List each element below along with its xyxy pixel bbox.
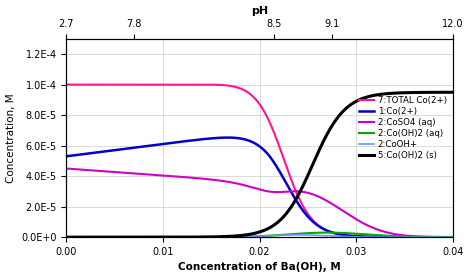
2:CoSO4 (aq): [438, 235, 444, 239]
2:CoSO4 (aq): [229, 181, 234, 184]
2:Co(OH)2 (aq): [438, 235, 444, 239]
1:Co(2+): [344, 234, 350, 237]
7:TOTAL Co(2+): [198, 83, 204, 86]
5:Co(OH)2 (s): [344, 106, 350, 109]
2:CoSO4 (aq): [226, 180, 232, 183]
1:Co(2+): [226, 136, 232, 139]
Y-axis label: Concentration, M: Concentration, M: [6, 93, 15, 183]
5:Co(OH)2 (s): [63, 235, 69, 239]
X-axis label: pH: pH: [251, 6, 268, 16]
2:Co(OH)2 (aq): [226, 235, 232, 239]
2:Co(OH)2 (aq): [63, 235, 69, 239]
Line: 7:TOTAL Co(2+): 7:TOTAL Co(2+): [66, 85, 453, 237]
7:TOTAL Co(2+): [247, 92, 253, 96]
Legend: 7:TOTAL Co(2+), 1:Co(2+), 2:CoSO4 (aq), 2:Co(OH)2 (aq), 2:CoOH+, 5:Co(OH)2 (s): 7:TOTAL Co(2+), 1:Co(2+), 2:CoSO4 (aq), …: [357, 94, 448, 162]
1:Co(2+): [229, 136, 234, 139]
5:Co(OH)2 (s): [226, 235, 232, 238]
1:Co(2+): [63, 155, 69, 158]
2:CoSO4 (aq): [63, 167, 69, 170]
2:CoOH+: [419, 235, 424, 239]
7:TOTAL Co(2+): [438, 235, 444, 239]
Line: 1:Co(2+): 1:Co(2+): [66, 138, 453, 237]
2:CoSO4 (aq): [247, 185, 253, 188]
2:Co(OH)2 (aq): [344, 232, 350, 235]
2:CoOH+: [344, 235, 350, 238]
7:TOTAL Co(2+): [63, 83, 69, 86]
2:CoOH+: [247, 235, 253, 238]
2:CoSO4 (aq): [344, 212, 350, 215]
2:CoOH+: [63, 235, 69, 239]
2:Co(OH)2 (aq): [450, 235, 455, 239]
7:TOTAL Co(2+): [229, 85, 234, 88]
2:CoOH+: [295, 233, 301, 237]
5:Co(OH)2 (s): [247, 233, 253, 236]
5:Co(OH)2 (s): [438, 91, 444, 94]
1:Co(2+): [438, 235, 444, 239]
5:Co(OH)2 (s): [229, 235, 234, 238]
7:TOTAL Co(2+): [226, 84, 232, 87]
Line: 2:CoOH+: 2:CoOH+: [66, 235, 453, 237]
5:Co(OH)2 (s): [419, 91, 424, 94]
7:TOTAL Co(2+): [344, 234, 350, 237]
7:TOTAL Co(2+): [450, 235, 455, 239]
1:Co(2+): [419, 235, 424, 239]
1:Co(2+): [450, 235, 455, 239]
Line: 2:Co(OH)2 (aq): 2:Co(OH)2 (aq): [66, 233, 453, 237]
Line: 5:Co(OH)2 (s): 5:Co(OH)2 (s): [66, 92, 453, 237]
7:TOTAL Co(2+): [419, 235, 424, 239]
2:Co(OH)2 (aq): [419, 235, 424, 239]
2:Co(OH)2 (aq): [247, 235, 253, 238]
1:Co(2+): [247, 139, 253, 143]
2:CoSO4 (aq): [419, 235, 424, 238]
2:CoOH+: [450, 235, 455, 239]
Line: 2:CoSO4 (aq): 2:CoSO4 (aq): [66, 168, 453, 237]
2:Co(OH)2 (aq): [324, 231, 330, 234]
1:Co(2+): [225, 136, 230, 139]
2:CoOH+: [229, 235, 234, 239]
2:CoSO4 (aq): [450, 235, 455, 239]
2:CoOH+: [226, 235, 232, 239]
2:CoOH+: [438, 235, 444, 239]
5:Co(OH)2 (s): [450, 91, 455, 94]
2:Co(OH)2 (aq): [229, 235, 234, 239]
X-axis label: Concentration of Ba(OH), M: Concentration of Ba(OH), M: [178, 262, 341, 272]
